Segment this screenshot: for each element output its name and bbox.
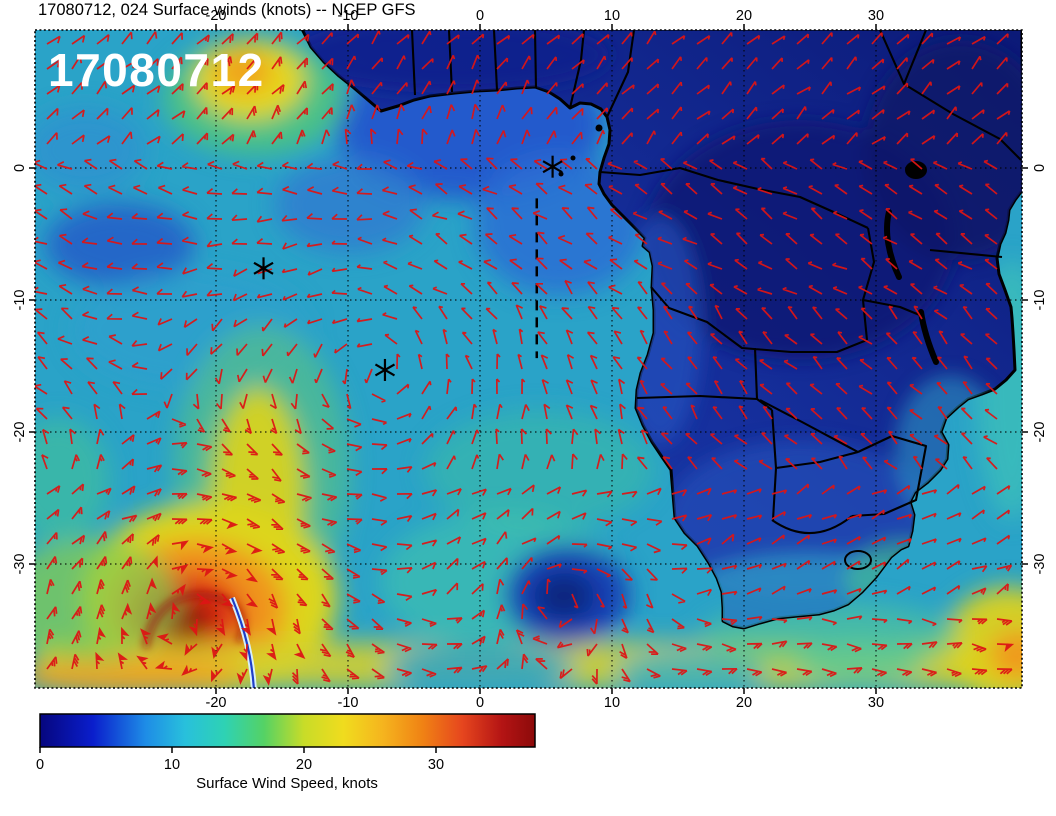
x-tick-label-bottom: 0 [476,695,484,711]
marker-asterisk-arm [374,363,396,377]
colorbar-label: Surface Wind Speed, knots [196,775,378,792]
x-tick-label-bottom: -10 [338,695,359,711]
lake-tanganyika [884,209,902,280]
x-tick-label-top: 20 [736,8,752,24]
x-tick-label-bottom: 20 [736,695,752,711]
marker-asterisk-arm [253,261,274,275]
x-tick-label-top: -10 [338,8,359,24]
country-borders [410,30,1022,570]
island-sao-tome [558,171,564,177]
map-frame [34,29,1023,689]
y-tick-label-right: -10 [1032,290,1048,311]
lake-victoria [905,161,927,179]
x-tick-label-bottom: 10 [604,695,620,711]
colorbar-tick-label: 20 [296,757,312,773]
y-tick-label-left: -20 [12,422,28,443]
lake-malawi [918,309,939,365]
colorbar-tick-label: 30 [428,757,444,773]
x-tick-label-top: 30 [868,8,884,24]
island-principe [570,155,576,161]
axis-labels: -20 -20 -10 -10 0 0 10 10 20 20 30 30 0 0 -10 -10 -20 -20… [12,8,1048,711]
y-tick-label-left: 0 [12,164,28,172]
marker-asterisk-arm [542,160,563,174]
asterisk-markers [253,155,563,381]
plot-title: 17080712, 024 Surface winds (knots) -- N… [38,1,416,19]
colorbar: 0 10 20 30 Surface Wind Speed, knots [36,713,536,792]
y-tick-label-left: -30 [12,554,28,575]
y-tick-label-right: -20 [1032,422,1048,443]
y-tick-label-right: 0 [1032,164,1048,172]
lakes [558,124,939,365]
colorbar-gradient [39,713,536,748]
x-tick-label-bottom: -20 [206,695,227,711]
lesotho-border [844,550,872,570]
colorbar-ticks: 0 10 20 30 [36,747,444,773]
timestamp-overlay: 17080712 [48,44,265,96]
map-area: 17080712 [35,30,1022,688]
x-tick-label-bottom: 30 [868,695,884,711]
wind-barbs [35,30,1015,686]
x-tick-label-top: 10 [604,8,620,24]
colorbar-tick-label: 10 [164,757,180,773]
y-tick-label-left: -10 [12,290,28,311]
y-tick-label-right: -30 [1032,554,1048,575]
x-tick-label-top: -20 [206,8,227,24]
colorbar-tick-label: 0 [36,757,44,773]
x-tick-label-top: 0 [476,8,484,24]
island-bioko [595,124,603,132]
